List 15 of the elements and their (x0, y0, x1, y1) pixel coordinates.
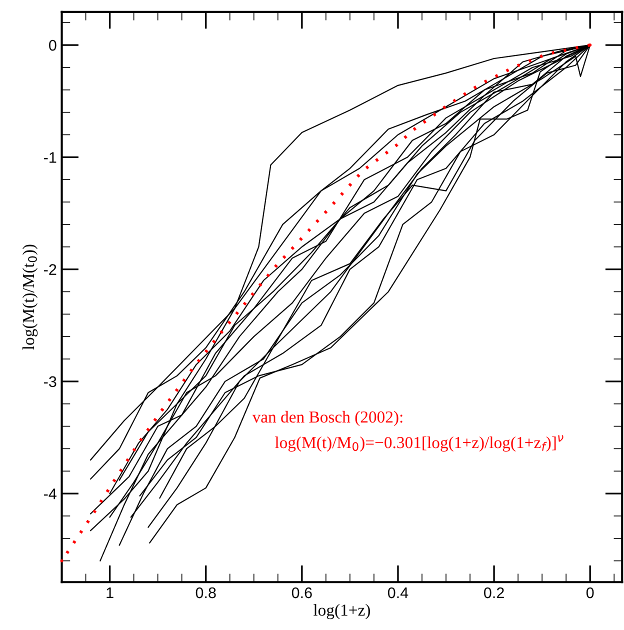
y-axis-title: log(M(t)/M(t$_{0}$)) (22, 244, 38, 350)
y-tick-label: -1 (44, 152, 56, 163)
y-tick-label: -3 (44, 376, 56, 388)
x-axis-title: log(1+z) (314, 604, 370, 620)
annotation: van den Bosch (2002): (252, 410, 402, 426)
y-tick-label: 0 (49, 40, 56, 51)
x-tick-label: 0 (586, 587, 594, 598)
y-tick-label: -4 (44, 488, 56, 500)
x-tick-label: 0.2 (484, 587, 504, 598)
x-tick-label: 1 (106, 588, 114, 598)
x-tick-label: 0.6 (292, 587, 312, 598)
x-tick-label: 0.8 (196, 587, 216, 598)
x-tick-label: 0.4 (388, 587, 408, 598)
y-tick-label: -2 (44, 264, 56, 275)
annotation: log(M(t)/M$_{0}$)=−0.301[log(1+z)/log(1+z$_{f}$)]$^{ν}$ (275, 435, 564, 452)
